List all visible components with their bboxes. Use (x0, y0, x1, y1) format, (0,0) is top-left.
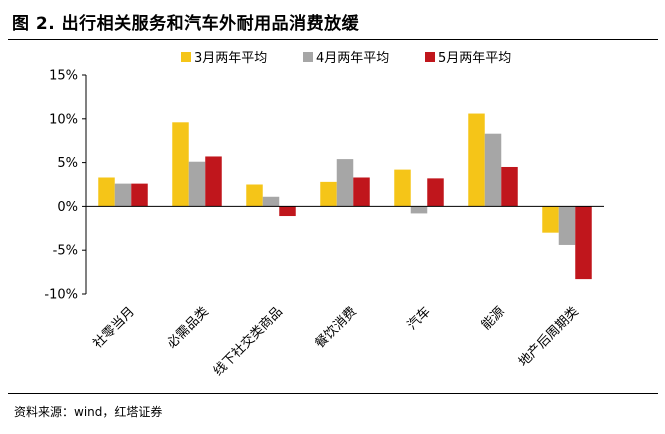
bar-1-7 (542, 206, 559, 233)
bar-1-1 (98, 177, 115, 207)
bar-1-4 (320, 181, 337, 207)
y-tick-label: 5% (57, 156, 78, 171)
bar-2-4 (336, 159, 354, 207)
x-category-label: 线下社交类商品 (210, 304, 286, 380)
bar-2-3 (262, 196, 280, 207)
x-category-label: 餐饮消费 (312, 304, 360, 352)
y-tick-label: -10% (44, 288, 78, 303)
x-category-label: 汽车 (404, 304, 434, 334)
bar-3-7 (575, 206, 592, 280)
bar-1-2 (172, 122, 189, 207)
legend-swatch-1 (181, 52, 191, 62)
x-category-label: 社零当月 (90, 304, 138, 352)
bar-3-2 (205, 156, 222, 207)
bar-2-1 (114, 183, 132, 207)
x-category-label: 必需品类 (164, 304, 211, 351)
y-axis: 15% 10% 5% 0% -5% -10% (44, 69, 87, 303)
legend-swatch-3 (425, 52, 435, 62)
bar-3-1 (131, 183, 148, 207)
y-tick-label: 10% (49, 112, 78, 127)
legend-swatch-2 (303, 52, 313, 62)
y-tick-label: 0% (57, 200, 78, 215)
bar-1-5 (394, 169, 411, 207)
bar-2-7 (558, 206, 576, 245)
y-tick-label: 15% (49, 69, 78, 84)
bar-2-2 (188, 161, 206, 207)
bar-2-6 (484, 133, 502, 207)
x-category-label: 能源 (479, 304, 508, 333)
bar-3-4 (353, 177, 370, 207)
x-axis: 社零当月 必需品类 线下社交类商品 餐饮消费 汽车 能源 地产后周期类 (86, 205, 604, 380)
legend-label-2: 4月两年平均 (316, 51, 389, 66)
bar-3-5 (427, 178, 444, 207)
source-note: 资料来源：wind，红塔证券 (14, 405, 163, 419)
bar-3-3 (279, 206, 296, 217)
x-category-label: 地产后周期类 (516, 304, 582, 370)
bar-series (98, 113, 592, 280)
bar-1-3 (246, 184, 263, 207)
chart-legend: 3月两年平均 4月两年平均 5月两年平均 (181, 51, 511, 66)
bar-3-6 (501, 166, 518, 207)
bar-2-5 (410, 206, 428, 214)
figure-title: 图 2. 出行相关服务和汽车外耐用品消费放缓 (12, 14, 360, 34)
bar-1-6 (468, 113, 485, 207)
legend-label-3: 5月两年平均 (438, 51, 511, 66)
y-tick-label: -5% (53, 244, 78, 259)
title-divider (8, 39, 658, 40)
legend-label-1: 3月两年平均 (194, 51, 267, 66)
footer-divider (8, 393, 658, 394)
